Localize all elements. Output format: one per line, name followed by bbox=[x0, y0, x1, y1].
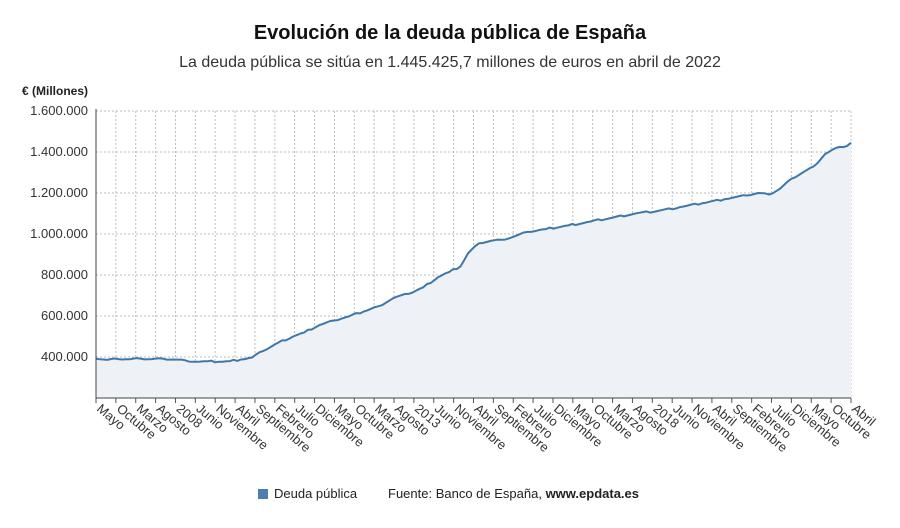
legend-swatch bbox=[258, 488, 268, 499]
y-tick-label: 1.000.000 bbox=[30, 226, 88, 241]
source-prefix: Fuente: Banco de España, bbox=[388, 486, 546, 501]
legend-label: Deuda pública bbox=[274, 486, 358, 501]
series-area-deuda-publica bbox=[96, 142, 851, 398]
debt-chart: 400.000 600.000 800.000 1.000.000 1.200.000 1… bbox=[30, 103, 879, 455]
y-tick-label: 400.000 bbox=[41, 349, 88, 364]
y-tick-label: 1.200.000 bbox=[30, 185, 88, 200]
source-note: Fuente: Banco de España, www.epdata.es bbox=[388, 486, 639, 501]
y-tick-label: 600.000 bbox=[41, 308, 88, 323]
y-tick-label: 800.000 bbox=[41, 267, 88, 282]
source-url[interactable]: www.epdata.es bbox=[545, 486, 639, 501]
y-tick-label: 1.600.000 bbox=[30, 103, 88, 118]
chart-title: Evolución de la deuda pública de España bbox=[253, 22, 647, 44]
chart-subtitle: La deuda pública se sitúa en 1.445.425,7… bbox=[179, 54, 721, 71]
series-line-deuda-publica bbox=[95, 141, 852, 364]
y-axis-label: € (Millones) bbox=[22, 84, 89, 98]
y-tick-label: 1.400.000 bbox=[30, 144, 88, 159]
legend: Deuda pública bbox=[258, 486, 357, 501]
